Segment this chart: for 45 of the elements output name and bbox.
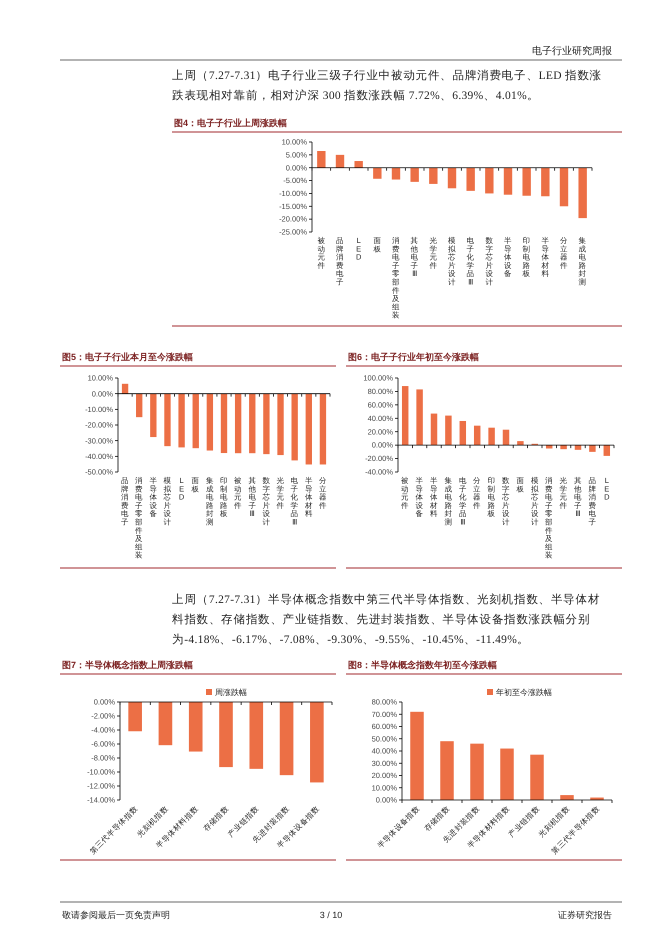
bar — [336, 154, 344, 168]
text: 敬请参阅最后一页免责声明 — [62, 910, 170, 920]
text: 3 / 10 — [320, 910, 342, 920]
bar — [460, 420, 466, 446]
bar — [500, 748, 514, 800]
bar — [317, 151, 326, 168]
legend-label: 周涨跌幅 — [215, 688, 247, 697]
chart-title: 图7：半导体概念指数上周涨跌幅 — [62, 660, 194, 670]
bar — [522, 168, 531, 196]
bar — [448, 168, 456, 188]
bar — [530, 754, 544, 800]
bar — [470, 744, 484, 800]
bar — [410, 168, 419, 182]
text: 图4：电子子行业上周涨跌幅 — [174, 118, 288, 128]
bar — [416, 389, 423, 446]
text: 电子行业研究周报 — [532, 45, 612, 57]
bar — [445, 416, 452, 446]
bar — [402, 386, 408, 446]
bar — [354, 161, 363, 168]
bar — [373, 168, 382, 179]
bar — [485, 168, 494, 194]
bar — [410, 712, 424, 800]
bar — [429, 168, 438, 184]
bar — [466, 168, 475, 191]
chart-title: 图6：电子子行业年初至今涨跌幅 — [348, 352, 480, 362]
bar — [474, 426, 480, 446]
bar — [578, 168, 587, 218]
text: 上周（7.27-7.31）半导体概念指数中第三代半导体指数、光刻机指数、半导体材料指数、存储指数、产业链指数、先进封装指数、半导体设备指数涨跌幅分别为-4.18%、-6.17%、-7.08%、-9.30%、-9.55%、-10.45%、-11.49%。 — [172, 592, 602, 648]
text: 上周（7.27-7.31）电子行业三级子行业中被动元件、品牌消费电子、LED 指数涨跌表现相对靠前，相对沪深 300 指数涨跌幅 7.72%、6.39%、4.01%。 — [172, 68, 603, 104]
bar — [488, 428, 495, 446]
chart-title: 图8：半导体概念指数年初至今涨跌幅 — [348, 660, 498, 670]
bar — [560, 795, 574, 800]
bar — [504, 168, 512, 195]
text: 证券研究报告 — [558, 910, 612, 920]
bar — [392, 168, 400, 180]
bar — [589, 445, 596, 452]
legend-label: 年初至今涨跌幅 — [496, 688, 552, 697]
chart-title: 图5：电子子行业本月至今涨跌幅 — [62, 352, 194, 362]
bar — [604, 445, 610, 456]
bar — [546, 445, 552, 448]
bar — [440, 741, 454, 800]
bar — [541, 168, 550, 196]
bar — [430, 414, 438, 446]
bar — [502, 430, 510, 446]
bar — [560, 168, 568, 206]
